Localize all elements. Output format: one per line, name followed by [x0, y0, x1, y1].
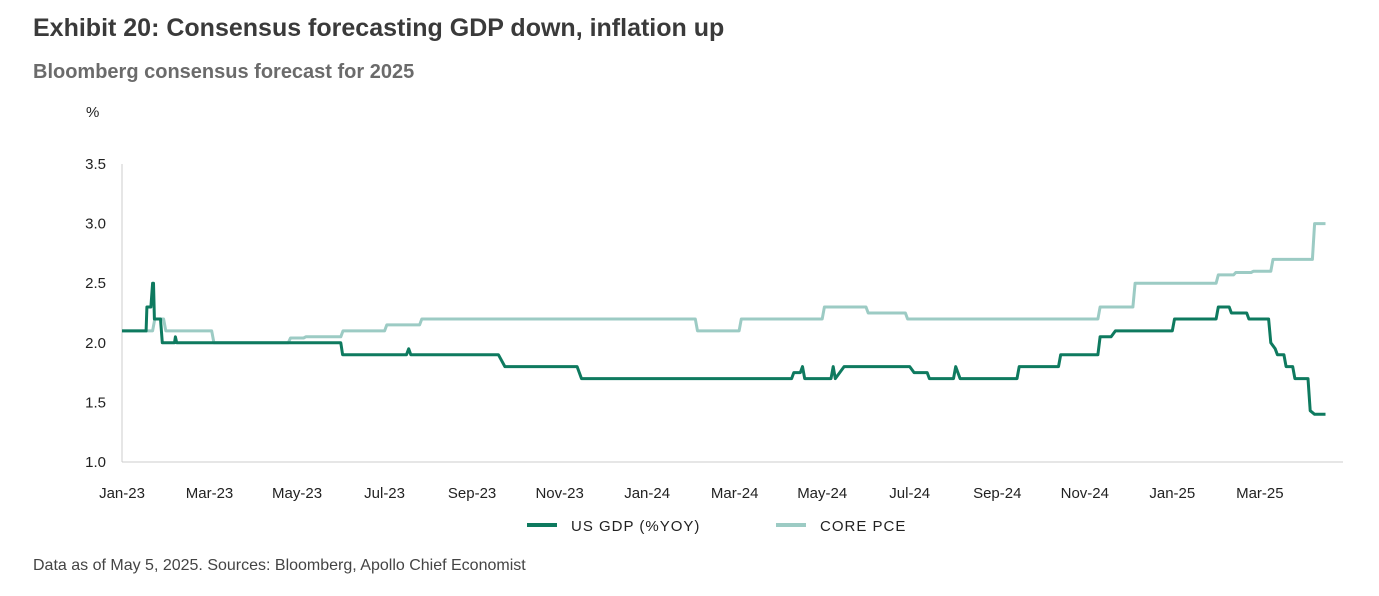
y-tick-label: 3.0: [85, 216, 106, 233]
y-tick-label: 2.5: [85, 275, 106, 292]
x-tick-label: Mar-24: [711, 485, 759, 502]
x-tick-label: Sep-24: [973, 485, 1021, 502]
chart-title: Exhibit 20: Consensus forecasting GDP do…: [33, 14, 725, 42]
series-lines: [122, 222, 1326, 416]
legend-item-us-gdp: US GDP (%YOY): [527, 518, 700, 535]
y-tick-label: 2.0: [85, 335, 106, 352]
x-tick-label: Jul-23: [364, 485, 405, 502]
x-tick-label: Jul-24: [889, 485, 930, 502]
chart-subtitle: Bloomberg consensus forecast for 2025: [33, 61, 415, 83]
x-tick-label: Jan-23: [99, 485, 145, 502]
x-tick-label: Nov-23: [535, 485, 583, 502]
x-tick-label: May-24: [797, 485, 847, 502]
x-tick-label: Mar-25: [1236, 485, 1284, 502]
legend-label: US GDP (%YOY): [571, 518, 700, 535]
x-tick-label: Mar-23: [186, 485, 234, 502]
series-line-core-pce: [122, 222, 1326, 345]
x-tick-label: Nov-24: [1061, 485, 1109, 502]
x-tick-label: May-23: [272, 485, 322, 502]
legend-label: CORE PCE: [820, 518, 906, 535]
y-axis: 1.0 1.5 2.0 2.5 3.0 3.5: [85, 156, 106, 471]
y-tick-label: 1.0: [85, 454, 106, 471]
x-tick-label: Jan-24: [624, 485, 670, 502]
source-note: Data as of May 5, 2025. Sources: Bloombe…: [33, 557, 526, 574]
y-axis-unit-label: %: [86, 104, 100, 121]
x-tick-label: Jan-25: [1149, 485, 1195, 502]
x-tick-label: Sep-23: [448, 485, 496, 502]
legend: US GDP (%YOY) CORE PCE: [527, 518, 906, 535]
legend-item-core-pce: CORE PCE: [776, 518, 906, 535]
series-line-us-gdp: [122, 281, 1326, 416]
y-tick-label: 1.5: [85, 394, 106, 411]
axes: [121, 164, 1343, 463]
x-axis: Jan-23 Mar-23 May-23 Jul-23 Sep-23 Nov-23 Jan-…: [99, 485, 1284, 502]
y-tick-label: 3.5: [85, 156, 106, 173]
